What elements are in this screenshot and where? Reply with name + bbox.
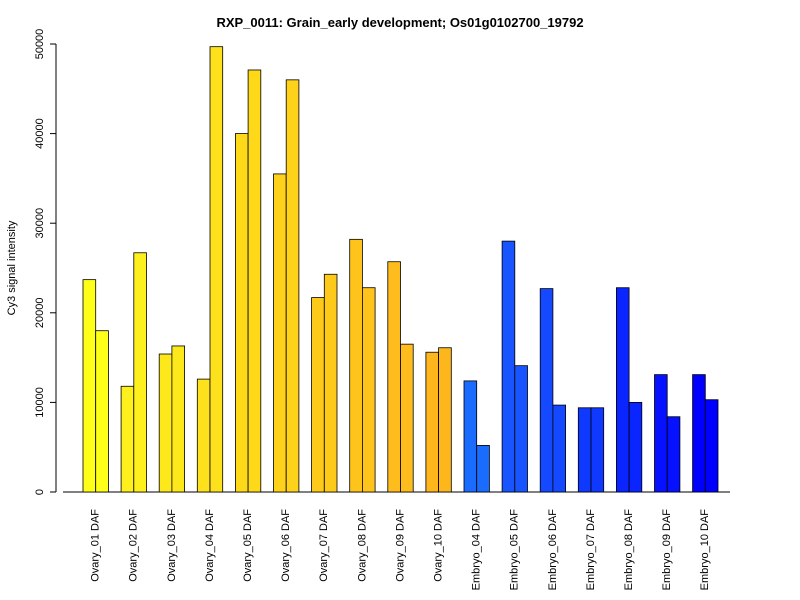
bar xyxy=(425,351,439,493)
x-tick-label: Embryo_07 DAF xyxy=(585,509,597,591)
x-tick-label: Embryo_06 DAF xyxy=(547,509,559,591)
y-tick-label: 0 xyxy=(34,489,46,495)
bar xyxy=(400,343,414,493)
bar xyxy=(438,347,452,493)
x-tick-label: Embryo_09 DAF xyxy=(661,509,673,591)
x-tick-label: Ovary_08 DAF xyxy=(356,509,368,582)
x-tick-label: Ovary_09 DAF xyxy=(394,509,406,582)
x-tick-label: Embryo_04 DAF xyxy=(471,509,483,591)
x-tick-label: Embryo_05 DAF xyxy=(509,509,521,591)
bar xyxy=(501,240,516,493)
bar xyxy=(349,238,363,493)
bar xyxy=(539,288,554,493)
x-tick-label: Ovary_07 DAF xyxy=(318,509,330,582)
bar xyxy=(628,401,643,493)
bar xyxy=(704,399,719,493)
bar xyxy=(463,380,478,493)
bars-group xyxy=(82,46,719,493)
bar xyxy=(361,287,376,493)
bar xyxy=(273,173,287,493)
bar xyxy=(692,374,706,493)
bar xyxy=(234,133,249,493)
bar xyxy=(616,287,630,493)
bar xyxy=(120,385,135,493)
bar xyxy=(654,374,668,493)
bar xyxy=(476,445,490,493)
bar xyxy=(82,279,97,493)
y-tick-label: 10000 xyxy=(34,387,46,418)
bar xyxy=(209,46,224,493)
y-axis: 0 10000 20000 30000 40000 50000 xyxy=(34,29,57,495)
bar xyxy=(247,69,262,493)
bar xyxy=(171,345,185,493)
bar xyxy=(285,79,300,493)
bar xyxy=(577,407,592,493)
bar xyxy=(387,261,401,493)
chart-title: RXP_0011: Grain_early development; Os01g… xyxy=(216,15,583,30)
bar xyxy=(133,252,147,493)
bar xyxy=(323,273,338,493)
x-tick-label: Ovary_04 DAF xyxy=(204,509,216,582)
y-tick-label: 40000 xyxy=(34,118,46,149)
bar xyxy=(666,416,681,493)
bar xyxy=(158,353,173,493)
x-tick-label: Ovary_03 DAF xyxy=(166,509,178,582)
x-tick-label: Embryo_10 DAF xyxy=(699,509,711,591)
x-tick-labels: Ovary_01 DAF Ovary_02 DAF Ovary_03 DAF Ovar… xyxy=(90,509,712,591)
x-tick-label: Ovary_05 DAF xyxy=(242,509,254,582)
y-tick-label: 30000 xyxy=(34,208,46,239)
x-tick-label: Ovary_01 DAF xyxy=(90,509,102,582)
y-tick-label: 20000 xyxy=(34,298,46,329)
bar xyxy=(196,378,211,493)
bar xyxy=(514,365,528,493)
bar xyxy=(590,407,605,493)
x-tick-label: Ovary_06 DAF xyxy=(280,509,292,582)
bar xyxy=(311,297,325,493)
x-tick-label: Embryo_08 DAF xyxy=(623,509,635,591)
bar xyxy=(552,404,567,493)
bar xyxy=(95,330,109,493)
x-tick-label: Ovary_02 DAF xyxy=(128,509,140,582)
y-axis-label: Cy3 signal intensity xyxy=(6,220,18,315)
y-tick-label: 50000 xyxy=(34,29,46,60)
x-tick-label: Ovary_10 DAF xyxy=(433,509,445,582)
